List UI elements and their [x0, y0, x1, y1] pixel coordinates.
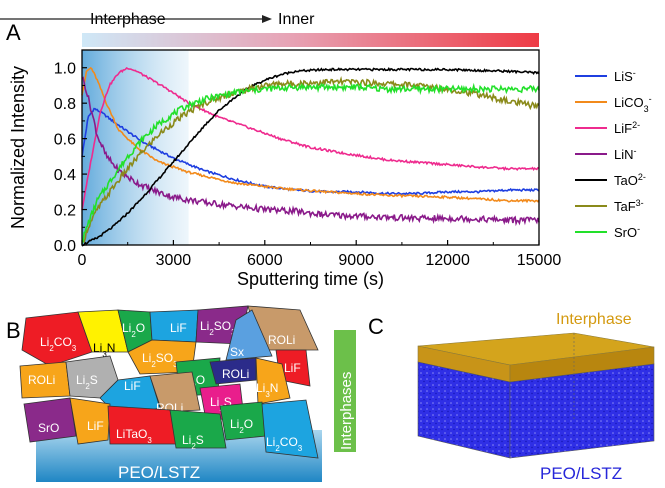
panel-label-b: B [6, 318, 21, 343]
crystal-label: LiF [87, 419, 104, 433]
crystal-label: Li2O [122, 321, 145, 339]
crystal-label: Li3N [93, 341, 115, 359]
crystal-label: LiF [124, 379, 141, 393]
interphases-bar [334, 330, 356, 452]
chart-area: 0 3000 6000 9000 12000 15000 0.0 0.2 0.4 0.6 0.8 1.… [8, 49, 652, 289]
crystal-grain [255, 357, 291, 405]
y-tick-label: 0.8 [54, 96, 76, 113]
crystal-label: Li2S [182, 433, 204, 451]
crystal-label: LiTaO3 [116, 427, 152, 445]
legend-label-lin: LiN- [614, 146, 637, 162]
crystal-label: LiF [284, 361, 301, 375]
crystal-label: Li3N [256, 381, 278, 399]
crystal-label: Li2CO3 [40, 335, 77, 353]
series-line-lif [81, 66, 540, 211]
legend-label-tao: TaO2- [614, 172, 646, 188]
series-line-tao [81, 66, 540, 247]
crystal-grain [169, 409, 227, 449]
crystal-label: SrO [38, 421, 59, 435]
panel-c: Interphase PEO/LSTZ [417, 311, 655, 483]
legend-label-lis: LiS- [614, 68, 636, 84]
y-tick-label: 0.2 [54, 203, 76, 220]
crystal-label: LiF [170, 321, 187, 335]
header-arrow-head [262, 15, 272, 23]
crystal-grain [225, 309, 273, 361]
bulk-label: PEO/LSTZ [540, 464, 622, 483]
crystal-label: Li2CO3 [266, 435, 303, 453]
y-tick-label: 1.0 [54, 61, 76, 78]
legend-label-taf: TaF3- [614, 198, 644, 214]
crystal-label: ROLi [28, 373, 55, 387]
crystal-label: ROLi [268, 333, 295, 347]
x-tick-label: 0 [78, 252, 87, 269]
y-axis-label: Normalized Intensity [8, 66, 28, 229]
x-tick-label: 6000 [247, 252, 283, 269]
crystal-label: Sx [230, 345, 244, 359]
depth-gradient-bar [82, 33, 539, 47]
crystal-grain [69, 397, 111, 445]
legend-label-lico: LiCO3- [614, 94, 652, 114]
x-tick-label: 9000 [338, 252, 374, 269]
header-inner-label: Inner [278, 11, 315, 28]
crystal-grain [149, 371, 201, 413]
x-axis-label: Sputtering time (s) [237, 269, 384, 289]
series-line-sro [81, 81, 540, 245]
x-tick-label: 3000 [156, 252, 192, 269]
series-line-lico [81, 66, 540, 204]
substrate-label: PEO/LSTZ [118, 463, 200, 482]
y-tick-label: 0.0 [54, 238, 76, 255]
x-tick-label: 15000 [517, 252, 562, 269]
crystal-label: Li2O [230, 417, 253, 435]
legend-label-lif: LiF2- [614, 120, 640, 136]
series-line-lin [81, 76, 540, 227]
x-tick-label: 12000 [425, 252, 470, 269]
crystal-label: Li2SO3 [142, 351, 178, 369]
crystal-grain [209, 357, 257, 385]
legend-label-sro: SrO- [614, 224, 640, 240]
crystal-label: Li2S [76, 373, 98, 391]
crystal-grain [21, 311, 93, 367]
crystal-grain [261, 399, 319, 459]
crystal-grain [23, 397, 77, 443]
y-tick-label: 0.4 [54, 167, 76, 184]
crystal-label: ROLi [222, 367, 249, 381]
interphase-label: Interphase [556, 311, 632, 328]
y-tick-label: 0.6 [54, 132, 76, 149]
bulk-right-face [509, 363, 655, 459]
panel-label-c: C [368, 314, 384, 339]
panel-label-a: A [6, 20, 21, 45]
interphases-label: Interphases [338, 372, 355, 450]
